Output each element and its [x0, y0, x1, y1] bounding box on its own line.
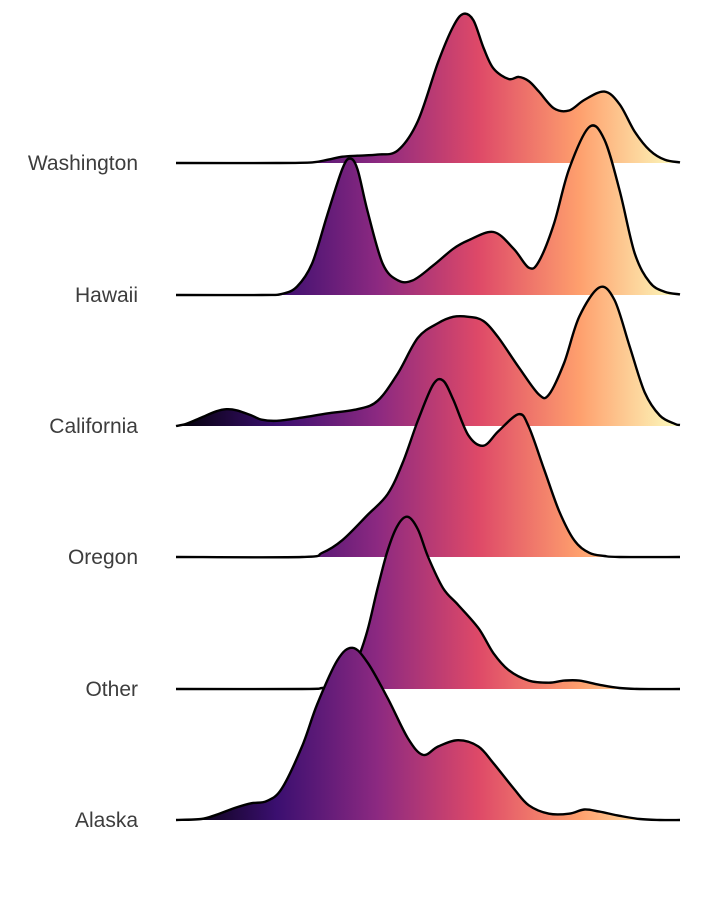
ridge-line-alaska	[175, 646, 681, 822]
ridge-fill-california	[176, 286, 680, 426]
ridge-fill-alaska	[176, 647, 680, 821]
ridge-line-washington	[175, 12, 681, 165]
category-label-oregon: Oregon	[68, 546, 138, 569]
category-label-alaska: Alaska	[75, 809, 138, 832]
ridge-line-oregon	[175, 377, 681, 559]
category-label-hawaii: Hawaii	[75, 284, 138, 307]
ridge-fill-oregon	[176, 379, 680, 558]
ridge-washington	[175, 12, 681, 165]
ridges-layer	[175, 12, 681, 822]
ridge-oregon	[175, 377, 681, 559]
category-label-california: California	[49, 415, 138, 438]
ridge-fill-other	[176, 516, 680, 690]
ridge-fill-washington	[176, 13, 680, 164]
ridge-line-california	[175, 285, 681, 428]
ridge-hawaii	[175, 124, 681, 297]
ridge-fill-hawaii	[176, 125, 680, 296]
category-label-washington: Washington	[28, 152, 138, 175]
category-labels: Washington Hawaii California Oregon Other Ala…	[28, 152, 138, 832]
ridge-alaska	[175, 646, 681, 822]
ridge-california	[175, 285, 681, 428]
category-label-other: Other	[85, 678, 138, 701]
ridge-line-hawaii	[175, 124, 681, 297]
